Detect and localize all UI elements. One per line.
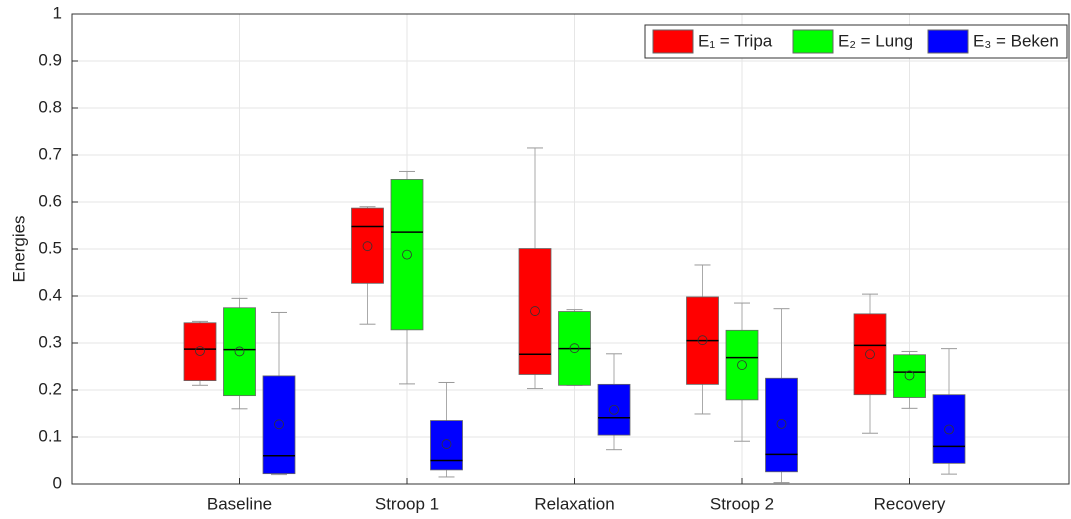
mean-marker xyxy=(530,306,540,316)
box xyxy=(518,248,552,375)
box xyxy=(390,179,424,331)
axes-frame xyxy=(71,13,1070,485)
y-tick-label: 0.1 xyxy=(38,426,62,445)
mean-marker xyxy=(944,424,954,435)
box xyxy=(430,420,463,471)
y-tick-label: 0.9 xyxy=(38,50,62,69)
box-group xyxy=(262,311,296,476)
mean-marker xyxy=(865,349,875,360)
box xyxy=(765,377,798,473)
x-tick-label: Recovery xyxy=(874,494,946,513)
mean-marker xyxy=(441,439,452,449)
y-tick-label: 0.2 xyxy=(38,379,62,398)
y-tick-label: 1 xyxy=(53,3,62,22)
box-group xyxy=(853,293,887,434)
box-group xyxy=(351,206,384,325)
y-tick-label: 0.6 xyxy=(38,191,62,210)
box-group xyxy=(725,302,759,442)
y-tick-label: 0.3 xyxy=(38,332,62,351)
legend-swatch xyxy=(927,29,969,54)
x-tick-label: Baseline xyxy=(207,494,272,513)
legend-label: E₃ = Beken xyxy=(973,31,1059,50)
box-group xyxy=(558,309,591,386)
mean-marker xyxy=(904,370,915,381)
mean-marker xyxy=(274,419,284,430)
legend-label: E₁ = Tripa xyxy=(698,31,773,50)
box-group xyxy=(518,147,552,390)
y-tick-label: 0.8 xyxy=(38,97,62,116)
x-tick-label: Stroop 1 xyxy=(375,494,439,513)
mean-marker xyxy=(362,241,373,252)
box-group xyxy=(932,348,966,475)
box-group xyxy=(765,308,798,484)
mean-marker xyxy=(402,249,412,260)
legend-swatch xyxy=(792,29,834,54)
mean-marker xyxy=(234,346,245,357)
mean-marker xyxy=(737,360,747,370)
box xyxy=(725,329,759,401)
box-group xyxy=(223,297,256,410)
mean-marker xyxy=(609,404,619,415)
legend: E₁ = Tripa E₂ = Lung E₃ = Beken xyxy=(644,24,1068,59)
box xyxy=(853,313,887,396)
box-group xyxy=(597,353,631,451)
y-tick-label: 0.7 xyxy=(38,144,62,163)
box xyxy=(183,322,217,382)
box-group xyxy=(390,170,424,385)
box-group xyxy=(686,264,719,415)
box-group xyxy=(430,381,463,478)
legend-swatch xyxy=(652,29,694,54)
y-tick-label: 0 xyxy=(53,473,62,492)
box-group xyxy=(183,320,217,386)
mean-marker xyxy=(569,343,580,354)
box xyxy=(597,383,631,436)
legend-label: E₂ = Lung xyxy=(838,31,913,50)
y-tick-label: 0.5 xyxy=(38,238,62,257)
box xyxy=(932,394,966,464)
mean-marker xyxy=(195,346,205,356)
y-axis-label: Energies xyxy=(9,215,28,282)
x-tick-label: Stroop 2 xyxy=(710,494,774,513)
box xyxy=(223,307,256,397)
y-tick-label: 0.4 xyxy=(38,285,62,304)
x-tick-label: Relaxation xyxy=(534,494,614,513)
box-group xyxy=(893,350,926,409)
mean-marker xyxy=(697,335,708,346)
box xyxy=(893,354,926,398)
box xyxy=(262,375,296,475)
legend-box xyxy=(644,24,1068,59)
mean-marker xyxy=(776,418,787,429)
box xyxy=(351,207,384,284)
